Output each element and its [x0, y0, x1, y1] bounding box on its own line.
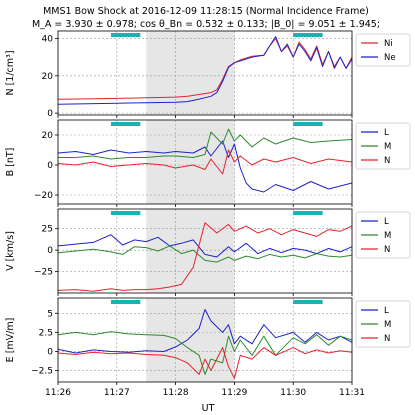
legend-label-ni: Ni [384, 39, 393, 49]
legend-box [355, 33, 411, 67]
series-line-l [57, 309, 353, 354]
legend-label-l: L [384, 217, 389, 227]
series-line-m [57, 331, 353, 375]
panel-3: −25 0 25 V [km/s] LMN [5, 208, 411, 296]
y-axis-label: N [1/cm³] [5, 50, 16, 95]
y-tick-label: 0 [47, 109, 53, 119]
interval-marker [293, 122, 323, 126]
figure-title: MMS1 Bow Shock at 2016-12-09 11:28:15 (N… [43, 6, 369, 17]
x-tick-label: 11:29 [221, 388, 247, 398]
series-line-n [57, 222, 353, 292]
y-tick-label: 2.5 [39, 328, 53, 338]
legend-label-n: N [384, 156, 390, 166]
legend-label-m: M [384, 231, 391, 241]
interval-marker [110, 211, 141, 215]
y-tick-label: 40 [42, 34, 54, 44]
y-axis-label: E [mV/m] [5, 318, 16, 363]
x-tick-label: 11:30 [280, 388, 306, 398]
y-axis-label: B [nT] [5, 148, 16, 177]
interval-marker [110, 33, 141, 37]
y-tick-label: 0 [47, 347, 53, 357]
legend-label-l: L [384, 306, 389, 316]
interval-marker [110, 122, 141, 126]
panel-2: −20 0 20 B [nT] LMN [5, 119, 411, 207]
y-tick-label: −20 [34, 191, 53, 201]
legend-label-n: N [384, 245, 390, 255]
series-line-l [57, 140, 353, 193]
y-tick-label: 25 [42, 225, 53, 235]
legend-label-ne: Ne [384, 53, 396, 63]
legend-label-m: M [384, 142, 391, 152]
shaded-interval [146, 298, 235, 382]
y-tick-label: 5 [47, 309, 53, 319]
axes-frame [57, 208, 353, 294]
panel-1: 0 20 40 N [1/cm³] Ni Ne [5, 30, 411, 119]
x-tick-label: 11:26 [45, 388, 71, 398]
series-line-l [57, 234, 353, 258]
axes-frame [57, 119, 353, 205]
panel-4: −2.5 0 2.5 5 11:26 11:27 11:28 11:29 11:30 11:31 E… [5, 297, 411, 398]
figure-subtitle: M_A = 3.930 ± 0.978; cos θ_Bn = 0.532 ± … [32, 19, 380, 30]
legend-label-n: N [384, 334, 390, 344]
series-line-m [58, 128, 353, 160]
axes-frame [57, 297, 353, 383]
y-tick-label: 20 [42, 131, 54, 141]
axes-frame [57, 30, 353, 116]
interval-marker [293, 33, 323, 37]
y-tick-label: −2.5 [31, 367, 53, 377]
interval-marker [293, 211, 323, 215]
x-tick-label: 11:31 [339, 388, 365, 398]
series-line-ne [57, 36, 353, 105]
legend-box [355, 122, 411, 170]
series-line-n [57, 149, 353, 175]
series-line-m [57, 245, 353, 263]
y-tick-label: 0 [47, 246, 53, 256]
y-axis-label: V [km/s] [5, 231, 16, 271]
y-tick-label: 20 [42, 72, 54, 82]
y-tick-label: 0 [47, 161, 53, 171]
legend-box [355, 211, 411, 259]
legend-label-l: L [384, 128, 389, 138]
series-line-n [57, 347, 353, 379]
y-tick-label: −25 [34, 268, 53, 278]
interval-marker [110, 300, 141, 304]
x-tick-label: 11:28 [163, 388, 189, 398]
legend-label-m: M [384, 320, 391, 330]
shaded-interval [146, 120, 235, 204]
legend-box [355, 300, 411, 348]
interval-marker [293, 300, 323, 304]
x-tick-label: 11:27 [104, 388, 130, 398]
x-axis-label: UT [202, 403, 215, 414]
